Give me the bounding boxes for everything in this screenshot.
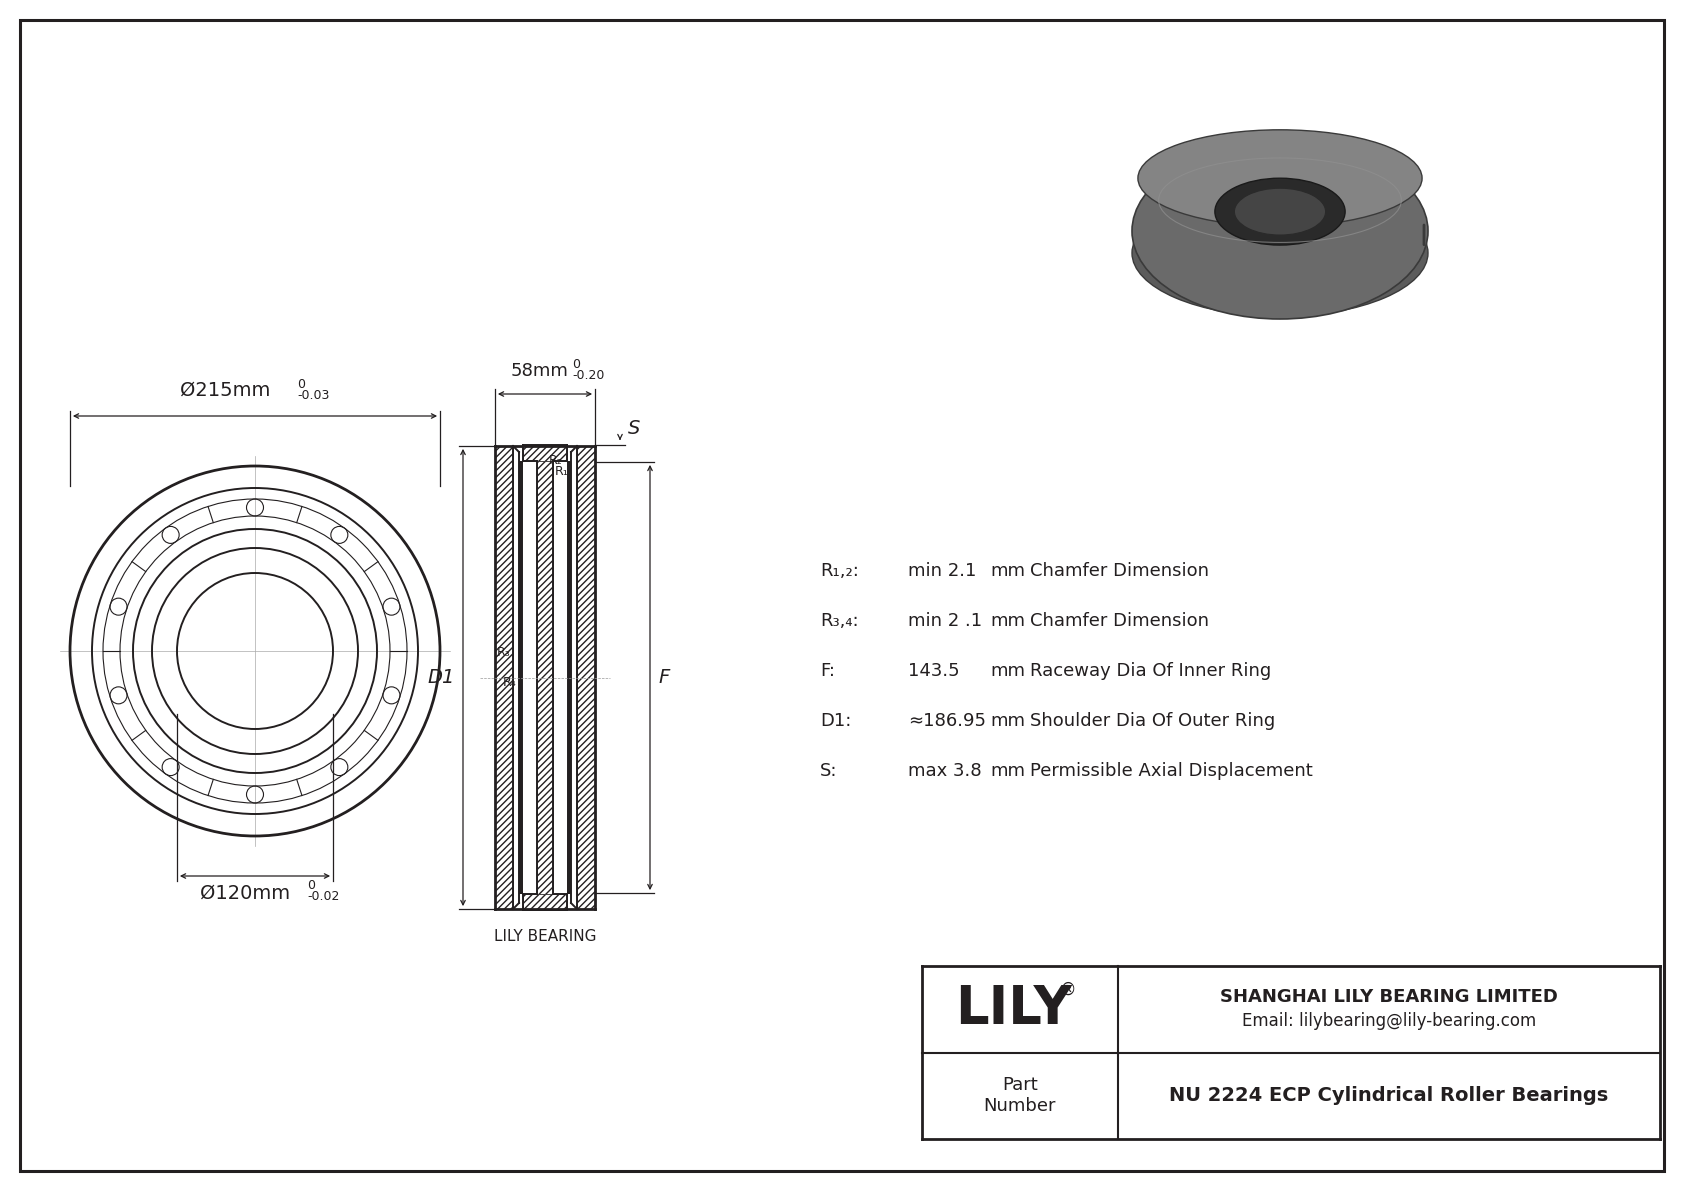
Text: mm: mm [990, 762, 1026, 780]
Text: R₄: R₄ [504, 675, 517, 688]
Text: min 2.1: min 2.1 [908, 562, 977, 580]
Text: Chamfer Dimension: Chamfer Dimension [1031, 562, 1209, 580]
Text: R₁,₂:: R₁,₂: [820, 562, 859, 580]
Text: D1: D1 [428, 668, 455, 687]
Text: R₃: R₃ [497, 647, 510, 660]
Text: F: F [658, 668, 669, 687]
Text: 0: 0 [296, 378, 305, 391]
Text: 143.5: 143.5 [908, 662, 960, 680]
Text: SHANGHAI LILY BEARING LIMITED: SHANGHAI LILY BEARING LIMITED [1219, 989, 1558, 1006]
Bar [578, 445, 594, 909]
Text: Part
Number: Part Number [983, 1077, 1056, 1115]
Text: ≈186.95: ≈186.95 [908, 712, 987, 730]
Text: Ø215mm: Ø215mm [180, 381, 269, 400]
Text: 0: 0 [306, 879, 315, 892]
Text: R₃,₄:: R₃,₄: [820, 612, 859, 630]
Text: mm: mm [990, 662, 1026, 680]
Text: Chamfer Dimension: Chamfer Dimension [1031, 612, 1209, 630]
Text: min 2 .1: min 2 .1 [908, 612, 982, 630]
Text: 58mm: 58mm [510, 362, 569, 380]
Text: -0.03: -0.03 [296, 389, 330, 403]
Text: Email: lilybearing@lily-bearing.com: Email: lilybearing@lily-bearing.com [1241, 1012, 1536, 1030]
Text: NU 2224 ECP Cylindrical Roller Bearings: NU 2224 ECP Cylindrical Roller Bearings [1169, 1086, 1608, 1105]
Bar [524, 894, 568, 910]
Ellipse shape [1132, 143, 1428, 319]
Text: Permissible Axial Displacement: Permissible Axial Displacement [1031, 762, 1314, 780]
Text: Raceway Dia Of Inner Ring: Raceway Dia Of Inner Ring [1031, 662, 1271, 680]
Text: S: S [628, 419, 640, 438]
Text: mm: mm [990, 612, 1026, 630]
Bar [524, 445, 568, 461]
Text: Ø120mm: Ø120mm [200, 884, 290, 903]
Ellipse shape [1214, 179, 1346, 245]
Text: -0.20: -0.20 [573, 369, 605, 382]
Text: mm: mm [990, 712, 1026, 730]
Text: max 3.8: max 3.8 [908, 762, 982, 780]
Text: LILY BEARING: LILY BEARING [493, 929, 596, 944]
Text: R₁: R₁ [556, 464, 569, 478]
Text: Shoulder Dia Of Outer Ring: Shoulder Dia Of Outer Ring [1031, 712, 1275, 730]
Text: ®: ® [1059, 980, 1076, 998]
Text: R₂: R₂ [549, 454, 562, 467]
Text: LILY: LILY [955, 984, 1073, 1035]
Text: D1:: D1: [820, 712, 852, 730]
Bar [537, 461, 552, 894]
Text: S:: S: [820, 762, 837, 780]
Text: -0.02: -0.02 [306, 890, 340, 903]
Ellipse shape [1138, 130, 1421, 226]
Text: 0: 0 [573, 358, 579, 372]
Text: mm: mm [990, 562, 1026, 580]
Bar [495, 445, 514, 909]
Ellipse shape [1234, 188, 1325, 235]
Text: F:: F: [820, 662, 835, 680]
Ellipse shape [1132, 189, 1428, 317]
